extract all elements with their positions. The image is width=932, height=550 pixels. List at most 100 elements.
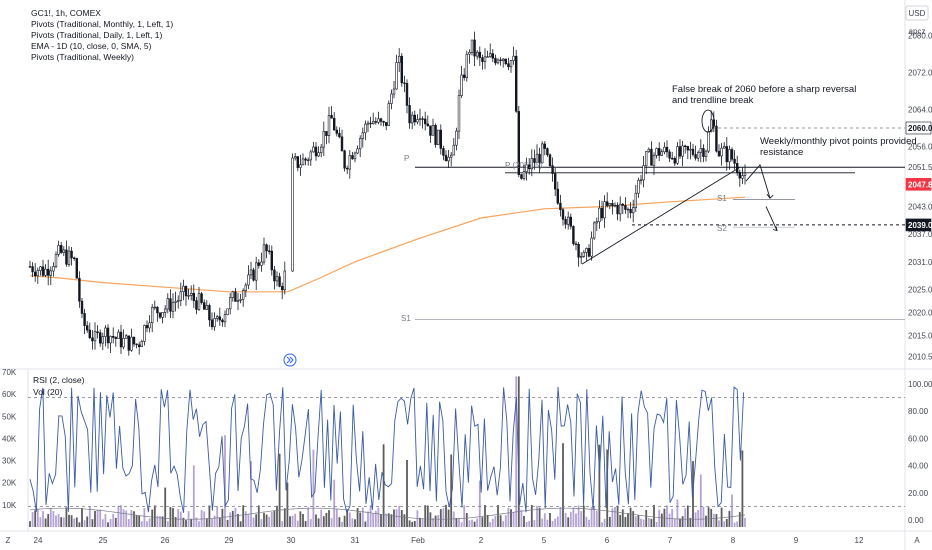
candle-down	[80, 300, 84, 314]
vol-axis[interactable]: 70K 60K 50K 40K 30K 20K 10K	[2, 368, 17, 510]
vol-tick-label: 40K	[2, 434, 17, 443]
legend-pivots-weekly[interactable]: Pivots (Traditional, Weekly)	[31, 52, 134, 62]
candle-up	[348, 155, 351, 170]
candle-up	[223, 314, 227, 323]
volume-bar	[525, 522, 528, 527]
volume-bar	[679, 518, 681, 527]
candle-down	[257, 262, 260, 266]
volume-bar	[520, 509, 523, 527]
volume-bar	[107, 522, 109, 527]
volume-bar	[621, 509, 624, 527]
vol-legend[interactable]: Vol (20)	[33, 387, 62, 397]
candle-down	[733, 158, 736, 164]
candle-down	[543, 143, 547, 149]
annotation-pivots-line2: resistance	[760, 147, 803, 158]
volume-bar	[317, 518, 320, 527]
candle-down	[296, 156, 299, 168]
candle-up	[390, 93, 393, 104]
volume-bar	[385, 513, 388, 527]
volume-bar	[73, 518, 76, 527]
candle-up	[249, 269, 253, 276]
legend-pivots-monthly[interactable]: Pivots (Traditional, Monthly, 1, Left, 1…	[31, 19, 173, 29]
trendline	[581, 166, 741, 265]
candle-down	[83, 313, 86, 326]
volume-bar	[211, 518, 213, 527]
time-tick-label: 25	[99, 536, 108, 545]
projection-arrow-2	[765, 206, 778, 231]
volume-bar	[608, 516, 611, 527]
candle-up	[449, 154, 453, 158]
volume-bar	[588, 519, 590, 527]
candle-up	[161, 312, 164, 318]
volume-bar	[96, 510, 99, 527]
legend-symbol[interactable]: GC1!, 1h, COMEX	[31, 8, 101, 18]
volume-bar	[684, 508, 687, 527]
candle-up	[179, 291, 182, 301]
volume-bar	[653, 504, 655, 527]
volume-bar	[49, 508, 52, 527]
candle-up	[190, 292, 193, 296]
volume-bar	[536, 505, 538, 527]
auto-scale-icon[interactable]: A	[914, 536, 920, 545]
volume-bar	[702, 506, 705, 527]
volume-bar	[481, 517, 484, 527]
volume-bar	[68, 514, 70, 527]
candle-down	[234, 291, 237, 302]
volume-bar	[577, 505, 580, 527]
rsi-legend[interactable]: RSI (2, close)	[33, 375, 85, 385]
candle-up	[525, 164, 528, 172]
arrowhead-icon	[766, 193, 774, 199]
volume-bar	[590, 506, 593, 527]
candle-down	[520, 174, 523, 179]
pivot-label-s2-daily: S2	[717, 224, 727, 233]
volume-bar	[551, 521, 554, 527]
candle-down	[629, 208, 632, 214]
volume-bar	[660, 513, 663, 527]
volume-bar	[507, 507, 510, 527]
candle-down	[138, 344, 141, 347]
zoom-icon[interactable]: Z	[6, 536, 11, 545]
volume-bar	[390, 514, 393, 527]
rsi-axis[interactable]: 100.00 80.00 60.00 40.00 20.00 0.00	[908, 380, 932, 525]
volume-bar	[257, 505, 260, 527]
double-chevron-icon	[286, 356, 294, 364]
candle-down	[46, 268, 50, 276]
vol-tick-label: 10K	[2, 501, 17, 510]
candle-up	[603, 201, 606, 219]
candle-up	[366, 122, 370, 125]
volume-bar	[491, 518, 494, 527]
rsi-tick-label: 60.00	[908, 434, 929, 443]
volume-bar	[554, 518, 557, 527]
candle-up	[242, 290, 245, 300]
axis-user-label: apcz	[909, 27, 926, 36]
candle-down	[735, 163, 739, 173]
volume-bar	[338, 517, 341, 527]
candle-up	[728, 149, 731, 163]
candle-down	[514, 55, 518, 112]
volume-bar	[614, 506, 616, 527]
legend-pivots-daily[interactable]: Pivots (Traditional, Daily, 1, Left, 1)	[31, 30, 162, 40]
volume-bar	[575, 513, 577, 527]
volume-bar	[465, 513, 468, 527]
volume-bar	[229, 512, 232, 527]
time-axis[interactable]: 24 25 26 29 30 31 Feb 2 5 6 7 8 9 12	[34, 536, 864, 545]
candle-down	[462, 74, 466, 78]
legend-ema[interactable]: EMA - 1D (10, close, 0, SMA, 5)	[31, 41, 152, 51]
candle-down	[218, 316, 221, 321]
candle-down	[78, 277, 81, 302]
candle-up	[148, 322, 151, 329]
drawings[interactable]	[581, 109, 778, 265]
price-axis[interactable]: 2080.0 2072.0 2064.0 2056.0 2051.5 2043.0 2037…	[905, 32, 932, 362]
currency-box[interactable]	[905, 5, 929, 21]
candle-up	[153, 306, 156, 309]
candle-down	[114, 337, 118, 339]
candle-down	[691, 148, 695, 155]
volume-bar	[668, 513, 671, 527]
volume-bar	[104, 514, 107, 527]
volume-bar	[273, 510, 276, 527]
vol-tick-label: 60K	[2, 390, 17, 399]
candle-up	[595, 221, 599, 224]
volume-bar	[354, 519, 356, 527]
candle-up	[689, 148, 692, 151]
